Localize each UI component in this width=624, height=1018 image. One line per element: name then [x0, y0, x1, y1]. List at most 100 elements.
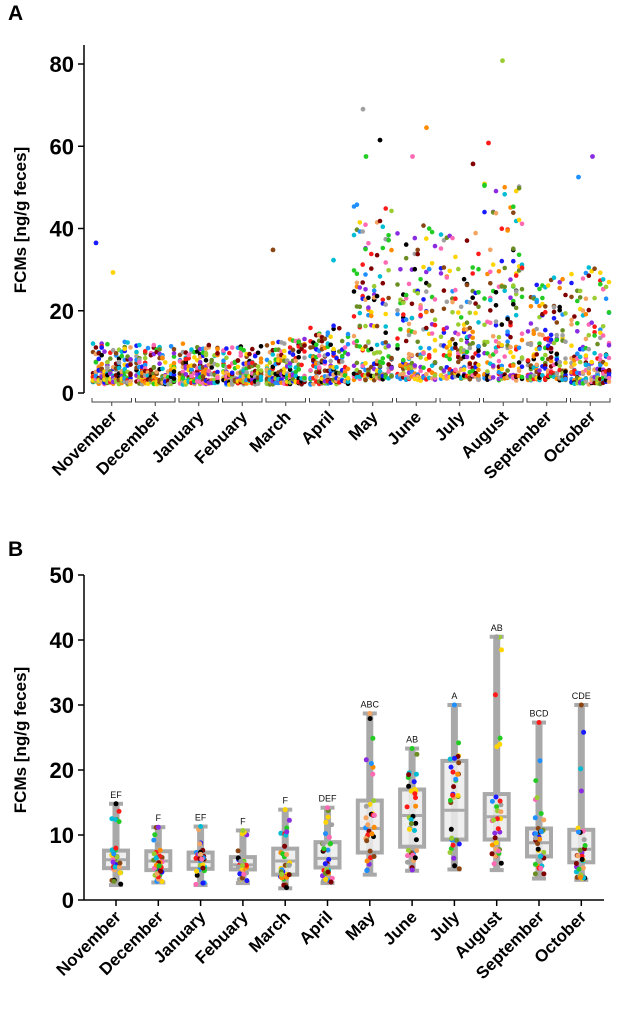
panel-a-data-point	[180, 376, 186, 381]
panel-b-data-point	[573, 861, 579, 866]
panel-b-data-point	[156, 863, 162, 869]
panel-a-data-point	[569, 271, 574, 277]
panel-a-data-point	[464, 238, 470, 243]
panel-b-data-point	[537, 758, 543, 764]
panel-a-data-point	[99, 361, 104, 367]
panel-a-data-point	[421, 297, 426, 302]
panel-a-data-point	[302, 375, 307, 381]
panel-a-outlier-point	[486, 140, 491, 146]
panel-b-data-point	[495, 826, 501, 832]
panel-a-data-point	[377, 350, 383, 355]
panel-a-data-point	[302, 336, 307, 342]
panel-b-data-point	[411, 779, 417, 785]
panel-b-data-point	[408, 817, 414, 823]
panel-a-data-point	[488, 269, 493, 275]
panel-a-data-point	[554, 337, 560, 343]
panel-b-data-point	[447, 756, 453, 762]
panel-a-data-point	[316, 370, 322, 375]
panel-a-month-bracket	[483, 398, 524, 406]
panel-b-box-group	[271, 807, 300, 891]
panel-a-data-point	[168, 344, 174, 349]
panel-a-data-point	[490, 363, 496, 369]
panel-b-data-point	[158, 868, 164, 874]
panel-a-data-point	[137, 342, 142, 348]
panel-b-data-point	[406, 783, 412, 789]
panel-b-data-point	[199, 856, 205, 862]
panel-a-data-point	[496, 358, 502, 364]
panel-b-data-point	[580, 865, 586, 871]
panel-a-data-point	[470, 340, 476, 346]
panel-a-data-point	[511, 246, 516, 251]
panel-a-data-point	[545, 283, 551, 288]
panel-a-data-point	[511, 283, 516, 288]
panel-a-data-point	[467, 310, 473, 316]
panel-b-data-point	[409, 867, 415, 873]
panel-a-data-point	[426, 283, 432, 288]
panel-b-data-point	[113, 845, 119, 851]
panel-a-data-point	[99, 352, 104, 358]
panel-a-data-point	[508, 277, 513, 282]
panel-a-data-point	[171, 372, 177, 378]
panel-b-data-point	[538, 829, 544, 834]
panel-a-data-point	[505, 228, 510, 233]
panel-a-outlier-point	[576, 174, 581, 180]
panel-a-data-point	[470, 295, 476, 301]
panel-a-data-point	[351, 232, 357, 238]
panel-b-data-point	[535, 841, 541, 847]
panel-b-x-tick-label: March	[245, 907, 294, 956]
panel-a-data-point	[116, 359, 122, 365]
panel-b-significance-letters: F	[282, 796, 288, 806]
panel-a-data-point	[357, 323, 363, 329]
panel-a-data-point	[603, 284, 609, 290]
panel-a-data-point	[467, 345, 473, 351]
panel-a-data-point	[386, 369, 391, 374]
panel-b-data-point	[364, 858, 370, 864]
panel-b-data-point	[408, 821, 414, 827]
panel-a-data-point	[490, 262, 496, 267]
panel-b-data-point	[413, 771, 419, 777]
panel-b-data-point	[240, 863, 245, 868]
panel-b-data-point	[492, 692, 498, 698]
panel-b-data-point	[455, 771, 461, 777]
panel-a-data-point	[476, 377, 481, 383]
panel-a-data-point	[171, 369, 177, 374]
panel-a-data-point	[395, 231, 400, 236]
panel-b-data-point	[367, 716, 373, 722]
panel-a-month-bracket	[91, 398, 132, 406]
panel-a-data-point	[429, 363, 435, 369]
panel-a-data-point	[363, 344, 368, 349]
panel-a-outlier-point	[424, 125, 429, 131]
panel-a-data-point	[493, 319, 499, 324]
panel-a-data-point	[502, 192, 508, 197]
panel-a-data-point	[606, 279, 612, 285]
panel-b-max-point	[578, 702, 584, 708]
panel-a-data-point	[453, 254, 458, 260]
panel-b-data-point	[284, 829, 290, 835]
panel-a-data-point	[369, 266, 374, 271]
panel-a-data-point	[308, 325, 313, 331]
panel-a-data-point	[290, 352, 296, 357]
panel-a-data-point	[409, 315, 415, 321]
panel-b-data-point	[193, 855, 199, 861]
panel-a-data-point	[157, 361, 162, 367]
panel-a-data-point	[366, 295, 371, 301]
panel-a-data-point	[516, 185, 522, 191]
panel-a-data-point	[554, 320, 560, 325]
panel-a-data-point	[171, 360, 177, 366]
panel-a-data-point	[160, 366, 165, 372]
panel-a-data-point	[490, 334, 496, 339]
panel-a-data-point	[421, 264, 426, 270]
panel-a-data-point	[354, 360, 360, 366]
panel-b-data-point	[279, 871, 285, 877]
panel-a-letter: A	[8, 2, 23, 25]
panel-a-data-point	[270, 352, 276, 357]
panel-a-data-point	[374, 323, 380, 329]
panel-a-data-point	[528, 304, 534, 309]
panel-a-data-point	[540, 373, 545, 378]
panel-a-data-point	[438, 271, 444, 276]
panel-a-data-point	[444, 275, 450, 280]
panel-a-data-point	[302, 349, 307, 354]
panel-a-data-point	[258, 356, 264, 362]
panel-a-data-point	[424, 289, 429, 294]
panel-a-data-point	[603, 362, 609, 367]
